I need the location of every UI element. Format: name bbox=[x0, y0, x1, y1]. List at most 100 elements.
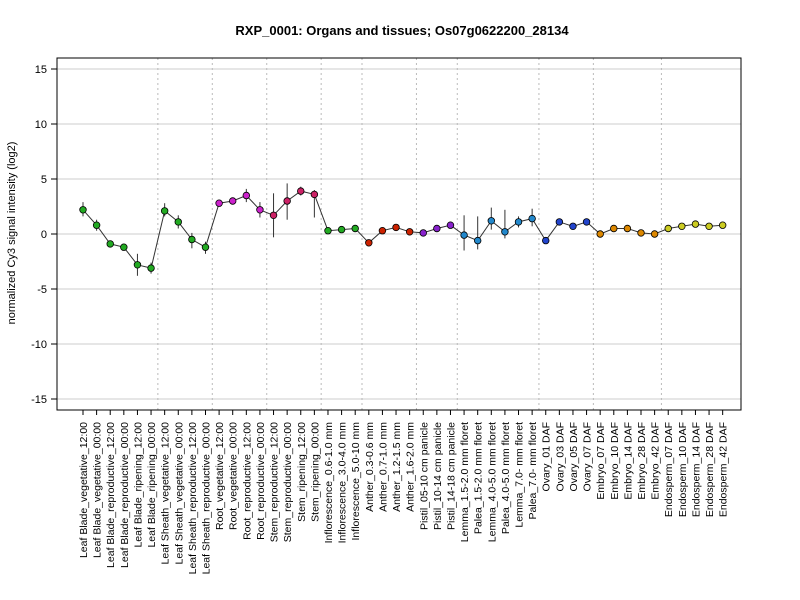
x-tick-label: Anther_1.6-2.0 mm bbox=[405, 422, 417, 512]
x-tick-label: Leaf Sheath_reproductive_00:00 bbox=[200, 422, 212, 575]
y-tick-label: 15 bbox=[35, 64, 47, 76]
y-axis-label: normalized Cy3 signal intensity (log2) bbox=[6, 142, 18, 325]
data-point bbox=[419, 229, 427, 237]
data-point bbox=[160, 207, 169, 215]
x-tick-label: Endosperm_28 DAF bbox=[704, 422, 716, 517]
grid-lines bbox=[57, 58, 741, 410]
data-point bbox=[514, 218, 523, 226]
x-tick-label: Root_reproductive_00:00 bbox=[255, 422, 267, 540]
x-tick-label: Embryo_14 DAF bbox=[622, 422, 634, 500]
data-point bbox=[378, 226, 387, 235]
x-tick-label: Embryo_28 DAF bbox=[636, 422, 648, 500]
data-point bbox=[229, 197, 237, 205]
data-point bbox=[310, 190, 319, 199]
data-point bbox=[460, 231, 468, 239]
x-tick-label: Root_vegetative_00:00 bbox=[228, 422, 240, 530]
data-point bbox=[610, 224, 618, 233]
x-tick-label: Anther_0.3-0.6 mm bbox=[364, 422, 376, 512]
x-tick-label: Leaf Sheath_vegetative_12:00 bbox=[160, 422, 172, 565]
x-tick-label: Anther_1.2-1.5 mm bbox=[391, 422, 403, 512]
data-point bbox=[569, 222, 577, 230]
x-tick-label: Inflorescence_0.6-1.0 mm bbox=[323, 422, 335, 544]
x-tick-label: Lemma_4.0-5.0 mm floret bbox=[486, 422, 498, 542]
data-point bbox=[256, 206, 264, 214]
x-tick-label: Pistil_05-10 cm panicle bbox=[418, 422, 430, 530]
data-point bbox=[705, 222, 713, 230]
x-tick-label: Pistil_14-18 cm panicle bbox=[445, 422, 457, 530]
data-point bbox=[269, 211, 278, 219]
x-tick-label: Root_reproductive_12:00 bbox=[241, 422, 253, 540]
x-tick-label: Stem_ripening_12:00 bbox=[296, 422, 308, 522]
data-point bbox=[542, 236, 550, 245]
x-tick-label: Anther_0.7-1.0 mm bbox=[377, 422, 389, 512]
x-tick-label: Embryo_07 DAF bbox=[595, 422, 607, 500]
data-point bbox=[324, 226, 332, 235]
data-point bbox=[664, 224, 672, 233]
x-tick-label: Stem_reproductive_12:00 bbox=[269, 422, 281, 542]
x-tick-label: Inflorescence_3.0-4.0 mm bbox=[337, 422, 349, 544]
x-tick-label: Pistil_10-14 cm panicle bbox=[432, 422, 444, 530]
x-tick-label: Palea_1.5-2.0 mm floret bbox=[473, 422, 485, 534]
data-point bbox=[79, 206, 87, 214]
chart-title: RXP_0001: Organs and tissues; Os07g06222… bbox=[235, 23, 569, 38]
data-point bbox=[718, 221, 727, 229]
x-tick-label: Stem_reproductive_00:00 bbox=[282, 422, 294, 542]
y-tick-label: -5 bbox=[37, 284, 47, 296]
y-tick-label: 0 bbox=[41, 229, 47, 241]
x-tick-label: Ovary_01 DAF bbox=[541, 422, 553, 491]
data-point bbox=[120, 243, 128, 251]
x-tick-label: Leaf Blade_ripening_12:00 bbox=[132, 422, 144, 548]
data-point bbox=[650, 230, 659, 238]
x-tick-label: Leaf Blade_vegetative_00:00 bbox=[92, 422, 104, 558]
x-tick-label: Inflorescence_5.0-10 mm bbox=[350, 422, 362, 541]
data-point bbox=[174, 218, 182, 226]
data-point bbox=[297, 187, 305, 195]
data-series bbox=[79, 183, 727, 276]
x-tick-label: Lemma_1.5-2.0 mm floret bbox=[459, 422, 471, 542]
y-tick-label: 10 bbox=[35, 119, 47, 131]
x-tick-label: Palea_7.0- mm floret bbox=[527, 422, 539, 520]
x-tick-label: Leaf Blade_vegetative_12:00 bbox=[78, 422, 90, 558]
x-tick-label: Embryo_42 DAF bbox=[650, 422, 662, 500]
y-tick-label: -10 bbox=[31, 339, 47, 351]
y-tick-label: -15 bbox=[31, 394, 47, 406]
x-tick-label: Endosperm_07 DAF bbox=[663, 422, 675, 517]
data-point bbox=[337, 225, 346, 234]
x-tick-label: Endosperm_42 DAF bbox=[718, 422, 730, 517]
data-point bbox=[678, 222, 686, 230]
data-point bbox=[582, 218, 591, 226]
data-point bbox=[473, 236, 482, 245]
data-point bbox=[215, 199, 223, 207]
data-point bbox=[92, 221, 101, 229]
x-tick-label: Ovary_07 DAF bbox=[582, 422, 594, 491]
data-point bbox=[446, 221, 455, 229]
x-tick-label: Ovary_03 DAF bbox=[554, 422, 566, 491]
x-tick-label: Lemma_7.0- mm floret bbox=[514, 422, 526, 528]
x-tick-label: Endosperm_10 DAF bbox=[677, 422, 689, 517]
x-tick-label: Leaf Blade_ripening_00:00 bbox=[146, 422, 158, 548]
data-point bbox=[392, 223, 400, 232]
data-point bbox=[637, 229, 645, 237]
data-point bbox=[188, 235, 196, 244]
data-point bbox=[596, 230, 604, 238]
data-point bbox=[691, 220, 700, 228]
data-point bbox=[528, 214, 536, 223]
data-point bbox=[106, 240, 114, 248]
data-point bbox=[147, 264, 155, 272]
data-point bbox=[623, 224, 632, 233]
x-tick-label: Ovary_05 DAF bbox=[568, 422, 580, 491]
data-point bbox=[201, 243, 210, 251]
x-tick-label: Leaf Blade_reproductive_00:00 bbox=[119, 422, 131, 568]
data-point bbox=[501, 228, 509, 236]
data-point bbox=[133, 261, 142, 269]
data-point bbox=[555, 218, 564, 226]
y-axis: -15 -10 -5 0 5 10 15 bbox=[31, 64, 58, 406]
x-axis-labels: Leaf Blade_vegetative_12:00 Leaf Blade_ve… bbox=[78, 410, 730, 574]
data-point bbox=[487, 217, 495, 225]
data-point bbox=[283, 197, 291, 205]
x-tick-label: Endosperm_14 DAF bbox=[690, 422, 702, 517]
data-point bbox=[365, 239, 373, 247]
y-tick-label: 5 bbox=[41, 174, 47, 186]
x-tick-label: Leaf Sheath_reproductive_12:00 bbox=[187, 422, 199, 575]
